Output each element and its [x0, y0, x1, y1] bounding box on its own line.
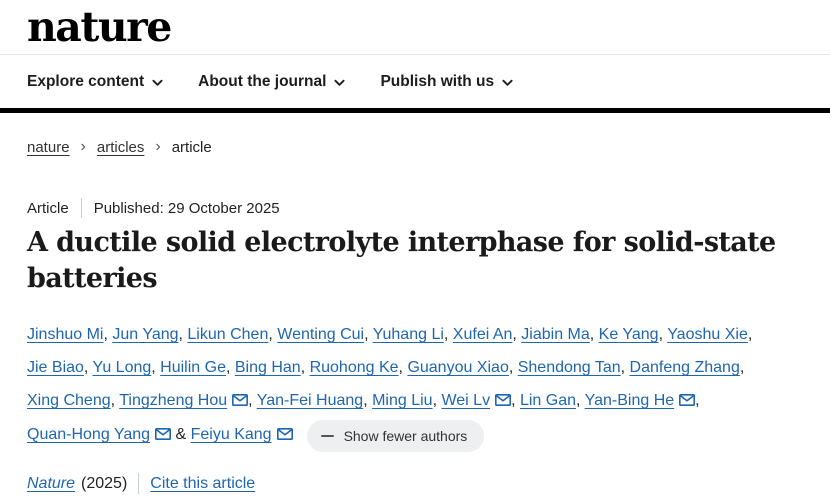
- email-icon[interactable]: [495, 385, 512, 418]
- author-separator: ,: [103, 326, 113, 344]
- main-nav: Explore content About the journal Publis…: [0, 55, 830, 108]
- author-separator: ,: [576, 392, 585, 410]
- author-link[interactable]: Wei Lv: [441, 392, 491, 410]
- meta-divider: [80, 198, 82, 219]
- author-link[interactable]: Yaoshu Xie: [667, 326, 748, 344]
- author-separator: ,: [110, 392, 120, 410]
- author-separator: ,: [695, 392, 700, 410]
- cite-divider: [138, 473, 140, 495]
- author-link[interactable]: Yan-Fei Huang: [256, 392, 364, 410]
- email-icon[interactable]: [155, 419, 172, 452]
- author-separator: ,: [83, 359, 93, 377]
- author-separator: ,: [398, 359, 408, 377]
- show-fewer-authors-button[interactable]: Show fewer authors: [306, 420, 485, 453]
- author-separator: ,: [432, 392, 442, 410]
- chevron-down-icon: [334, 74, 345, 92]
- author-link[interactable]: Feiyu Kang: [190, 426, 272, 444]
- author-link[interactable]: Shendong Tan: [517, 359, 621, 377]
- author-separator: ,: [620, 359, 630, 377]
- author-link[interactable]: Jun Yang: [112, 326, 179, 344]
- author-link[interactable]: Jinshuo Mi: [27, 326, 104, 344]
- breadcrumb-articles[interactable]: articles: [96, 139, 145, 157]
- chevron-down-icon: [502, 74, 513, 92]
- email-icon[interactable]: [276, 419, 293, 452]
- author-separator: ,: [511, 392, 520, 410]
- citation-row: Nature (2025) Cite this article: [27, 473, 803, 495]
- logo-row: nature: [0, 0, 830, 54]
- author-link[interactable]: Xing Cheng: [27, 392, 111, 410]
- article-header: nature › articles › article Article Publ…: [0, 137, 830, 495]
- author-separator: ,: [747, 326, 753, 344]
- author-link[interactable]: Likun Chen: [187, 326, 269, 344]
- collapse-dash-icon: [320, 435, 334, 438]
- author-list: Jinshuo Mi, Jun Yang, Likun Chen, Wentin…: [27, 326, 752, 443]
- author-link[interactable]: Wenting Cui: [277, 326, 365, 344]
- author-link[interactable]: Danfeng Zhang: [629, 359, 740, 377]
- email-icon[interactable]: [679, 385, 696, 418]
- author-separator: ,: [268, 326, 278, 344]
- author-separator: ,: [364, 326, 373, 344]
- author-link[interactable]: Jiabin Ma: [521, 326, 590, 344]
- author-link[interactable]: Ruohong Ke: [309, 359, 399, 377]
- author-separator: ,: [363, 392, 373, 410]
- author-link[interactable]: Xufei An: [452, 326, 513, 344]
- author-separator: ,: [658, 326, 668, 344]
- author-separator: ,: [300, 359, 310, 377]
- author-link[interactable]: Jie Biao: [27, 359, 84, 377]
- author-link[interactable]: Tingzheng Hou: [119, 392, 228, 410]
- author-separator: ,: [178, 326, 188, 344]
- nav-publish-with-us[interactable]: Publish with us: [380, 72, 513, 92]
- header-divider: [0, 54, 830, 56]
- author-link[interactable]: Guanyou Xiao: [407, 359, 509, 377]
- author-separator: ,: [248, 392, 257, 410]
- publication-year: (2025): [81, 474, 128, 492]
- email-icon[interactable]: [232, 385, 249, 418]
- nav-explore-content[interactable]: Explore content: [27, 72, 163, 92]
- article-meta: Article Published: 29 October 2025: [27, 198, 803, 219]
- author-separator: ,: [151, 359, 161, 377]
- article-type-label: Article: [27, 199, 69, 217]
- nav-about-the-journal[interactable]: About the journal: [198, 72, 345, 92]
- header-accent-bar: [0, 108, 830, 114]
- chevron-right-icon: ›: [155, 137, 161, 155]
- nav-item-label: About the journal: [198, 72, 327, 90]
- author-link[interactable]: Quan-Hong Yang: [27, 426, 151, 444]
- author-link[interactable]: Yu Long: [92, 359, 152, 377]
- article-title: A ductile solid electrolyte interphase f…: [27, 227, 776, 295]
- author-link[interactable]: Bing Han: [234, 359, 301, 377]
- cite-this-article-link[interactable]: Cite this article: [150, 474, 256, 492]
- site-header: nature Explore content About the journal…: [0, 0, 830, 114]
- author-link[interactable]: Ke Yang: [598, 326, 659, 344]
- show-fewer-label: Show fewer authors: [343, 428, 468, 445]
- author-separator: ,: [739, 359, 745, 377]
- author-link[interactable]: Ming Liu: [372, 392, 433, 410]
- published-date: Published: 29 October 2025: [93, 199, 280, 217]
- chevron-right-icon: ›: [80, 137, 86, 155]
- chevron-down-icon: [152, 74, 163, 92]
- author-list-block: Jinshuo Mi, Jun Yang, Likun Chen, Wentin…: [27, 318, 803, 453]
- author-link[interactable]: Lin Gan: [519, 392, 577, 410]
- nav-item-label: Explore content: [27, 72, 145, 90]
- journal-link[interactable]: Nature: [27, 474, 76, 492]
- nav-item-label: Publish with us: [380, 72, 495, 90]
- author-separator: ,: [443, 326, 453, 344]
- author-link[interactable]: Huilin Ge: [160, 359, 226, 377]
- breadcrumb-nature[interactable]: nature: [27, 139, 70, 157]
- author-link[interactable]: Yan-Bing He: [584, 392, 675, 410]
- breadcrumb: nature › articles › article: [27, 137, 803, 157]
- breadcrumb-article: article: [171, 139, 212, 157]
- author-separator: ,: [508, 359, 518, 377]
- author-separator: ,: [512, 326, 522, 344]
- nature-logo[interactable]: nature: [27, 3, 172, 51]
- author-separator: &: [171, 426, 191, 444]
- author-link[interactable]: Yuhang Li: [372, 326, 444, 344]
- author-separator: ,: [589, 326, 599, 344]
- author-separator: ,: [225, 359, 235, 377]
